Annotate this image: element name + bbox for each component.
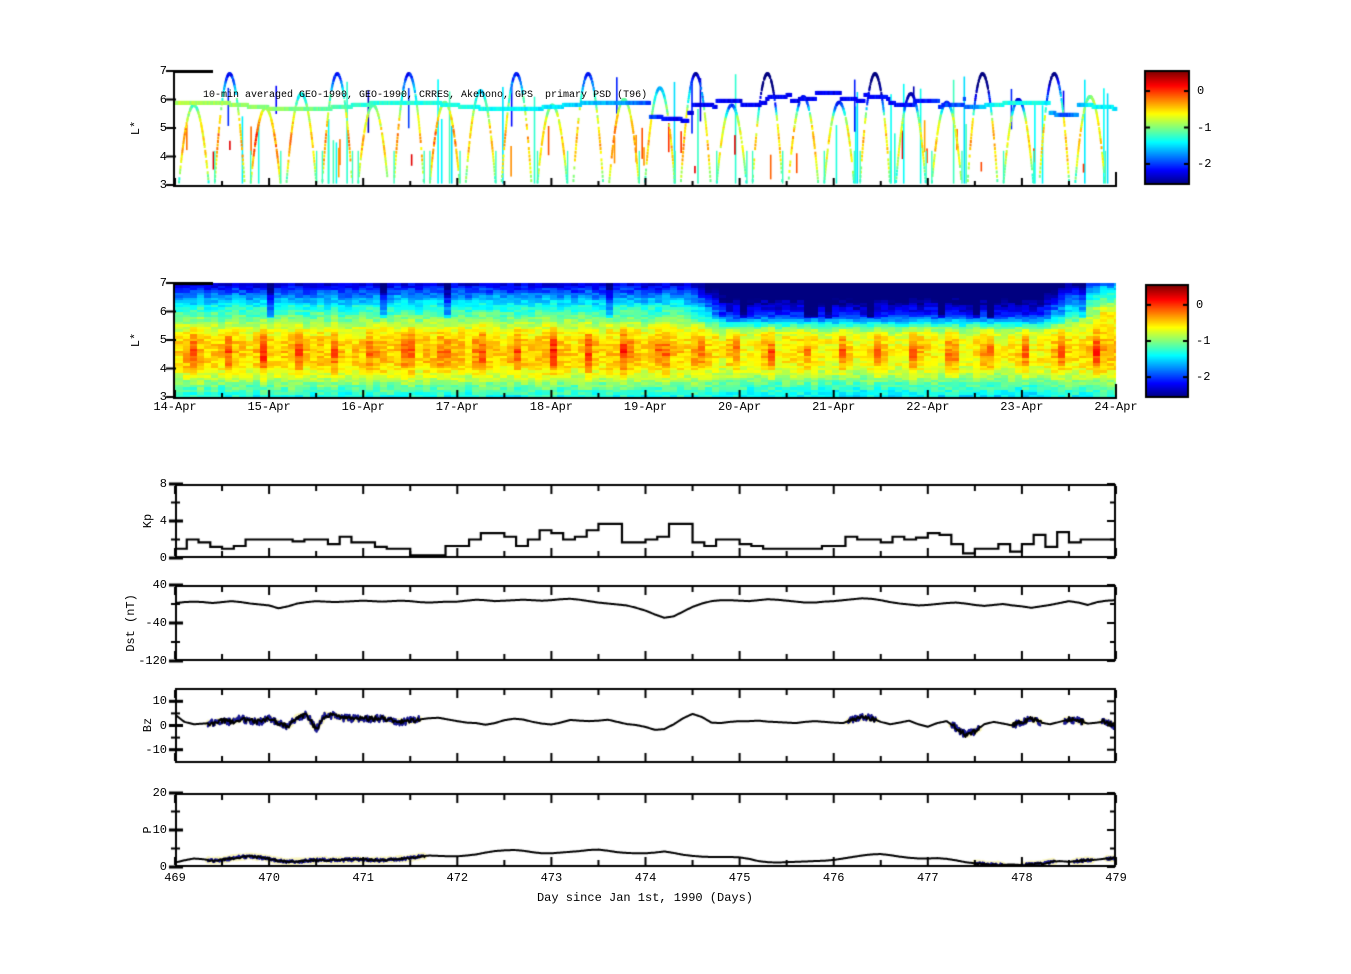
psd-title-annotation: 10-min averaged GEO-1990, GEO-1990, CRRE… bbox=[203, 90, 648, 101]
p-ytick-label: 20 bbox=[152, 786, 167, 800]
date-tick-label: 15-Apr bbox=[247, 400, 291, 414]
date-tick-label: 21-Apr bbox=[812, 400, 856, 414]
p-ytick-label: 0 bbox=[159, 860, 167, 874]
kp-ytick-label: 4 bbox=[159, 514, 167, 528]
date-tick-label: 18-Apr bbox=[529, 400, 573, 414]
kp-ytick-label: 8 bbox=[159, 477, 167, 491]
psd_scatter-ytick-label: 3 bbox=[159, 178, 167, 192]
psd_spectrogram-colorbar-tick-label: 0 bbox=[1196, 297, 1204, 312]
psd_scatter-ytick-label: 5 bbox=[159, 121, 167, 135]
date-tick-label: 14-Apr bbox=[153, 400, 197, 414]
day-tick-label: 470 bbox=[258, 871, 280, 885]
dst-ylabel: Dst (nT) bbox=[124, 594, 138, 652]
psd_scatter-ytick-label: 4 bbox=[159, 149, 167, 164]
psd-spectrogram-ylabel: L* bbox=[129, 332, 143, 348]
bz-ytick-label: -10 bbox=[145, 742, 167, 757]
psd-scatter-ylabel: L* bbox=[129, 120, 143, 136]
day-tick-label: 472 bbox=[446, 871, 469, 885]
date-tick-label: 17-Apr bbox=[435, 400, 479, 414]
dst-ytick-label: -40 bbox=[145, 616, 167, 630]
x-axis-label: Day since Jan 1st, 1990 (Days) bbox=[536, 891, 754, 905]
p-ytick-label: 10 bbox=[152, 823, 167, 837]
psd_scatter-ytick-label: 6 bbox=[159, 92, 167, 107]
dst-ytick-label: 40 bbox=[152, 578, 167, 592]
kp-ytick-label: 0 bbox=[159, 551, 167, 565]
day-tick-label: 474 bbox=[634, 871, 657, 885]
psd_scatter-ytick-label: 7 bbox=[159, 64, 167, 78]
psd_spectrogram-ytick-label: 4 bbox=[159, 361, 167, 376]
psd_spectrogram-ytick-label: 3 bbox=[159, 390, 167, 404]
kp-ylabel: Kp bbox=[141, 513, 155, 529]
bz-ytick-label: 10 bbox=[152, 694, 167, 709]
psd_spectrogram-ytick-label: 7 bbox=[159, 276, 167, 290]
dst-ytick-label: -120 bbox=[138, 654, 167, 668]
bz-ylabel: Bz bbox=[141, 717, 155, 733]
day-tick-label: 478 bbox=[1011, 871, 1033, 885]
date-tick-label: 23-Apr bbox=[1000, 400, 1044, 414]
day-tick-label: 475 bbox=[728, 871, 751, 885]
psd_scatter-colorbar-tick-label: 0 bbox=[1197, 84, 1205, 99]
date-tick-label: 22-Apr bbox=[906, 400, 950, 414]
date-tick-label: 16-Apr bbox=[341, 400, 385, 414]
day-tick-label: 476 bbox=[822, 871, 845, 885]
psd_scatter-colorbar-tick-label: -2 bbox=[1197, 156, 1212, 171]
psd_spectrogram-ytick-label: 5 bbox=[159, 333, 167, 347]
psd_spectrogram-colorbar-tick-label: -1 bbox=[1196, 334, 1211, 348]
day-tick-label: 469 bbox=[164, 871, 186, 885]
psd_spectrogram-ytick-label: 6 bbox=[159, 304, 167, 319]
psd_spectrogram-colorbar-tick-label: -2 bbox=[1196, 370, 1211, 385]
date-tick-label: 19-Apr bbox=[623, 400, 668, 414]
day-tick-label: 479 bbox=[1105, 871, 1127, 885]
day-tick-label: 471 bbox=[352, 871, 374, 885]
date-tick-label: 24-Apr bbox=[1094, 400, 1138, 414]
day-tick-label: 473 bbox=[540, 871, 563, 885]
date-tick-label: 20-Apr bbox=[717, 400, 762, 414]
psd_scatter-colorbar-tick-label: -1 bbox=[1197, 120, 1212, 135]
bz-ytick-label: 0 bbox=[159, 718, 167, 733]
day-tick-label: 477 bbox=[916, 871, 939, 885]
